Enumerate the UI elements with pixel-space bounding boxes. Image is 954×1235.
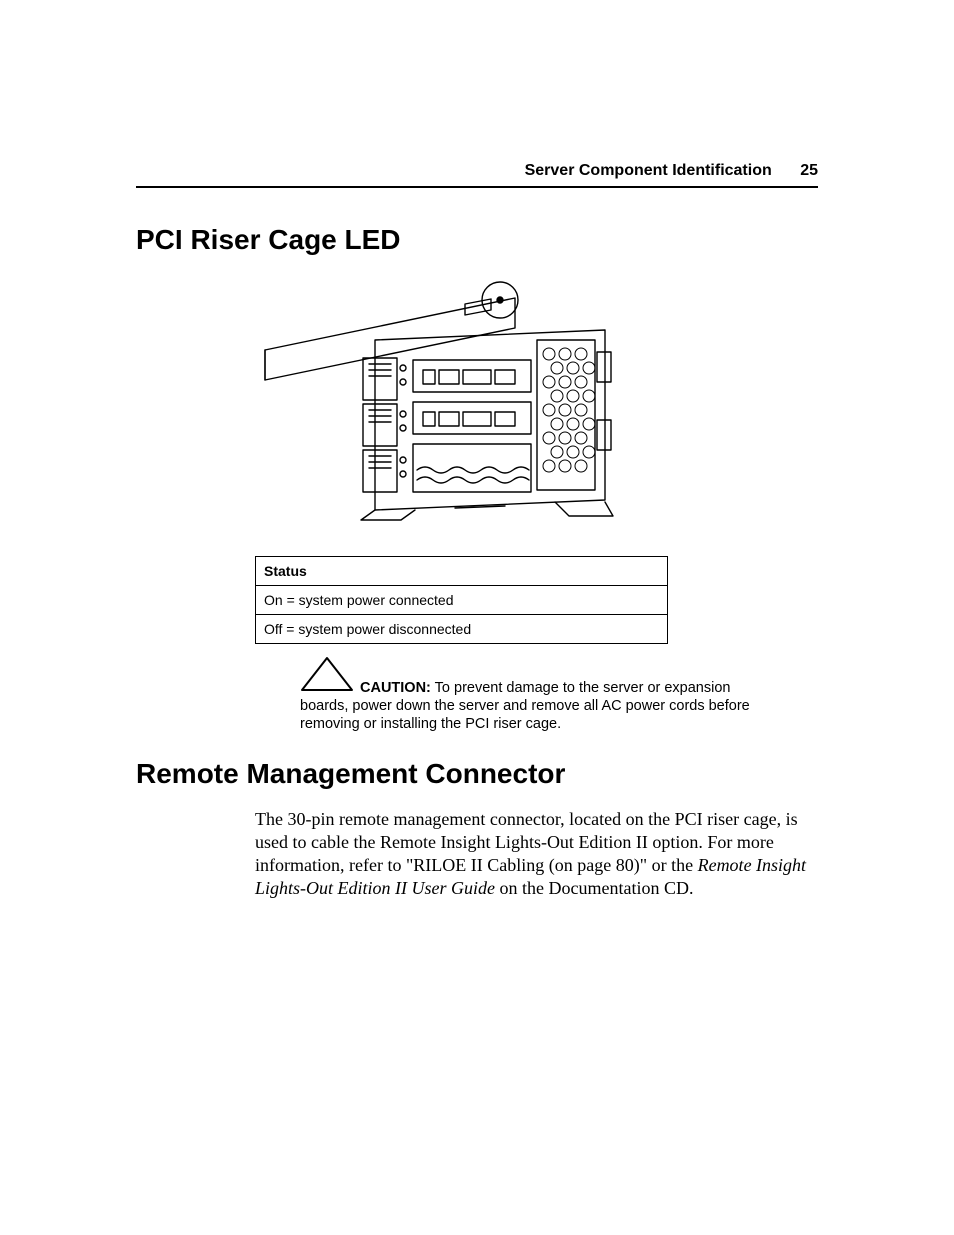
caution-triangle-icon [300, 656, 354, 697]
header-page-number: 25 [800, 162, 818, 179]
table-row: Off = system power disconnected [256, 615, 668, 644]
heading-pci-riser-cage-led: PCI Riser Cage LED [136, 224, 401, 256]
riser-cage-drawing [255, 270, 668, 540]
status-col-header: Status [256, 557, 668, 586]
status-on-cell: On = system power connected [256, 586, 668, 615]
para-post: on the Documentation CD. [495, 878, 693, 898]
table-header-row: Status [256, 557, 668, 586]
table-row: On = system power connected [256, 586, 668, 615]
header-section-title: Server Component Identification [525, 162, 772, 179]
heading-remote-management-connector: Remote Management Connector [136, 758, 565, 790]
caution-block: CAUTION: To prevent damage to the server… [300, 656, 750, 733]
remote-mgmt-paragraph: The 30-pin remote management connector, … [255, 808, 820, 900]
status-table: Status On = system power connected Off =… [255, 556, 668, 644]
page-header: Server Component Identification 25 [136, 162, 818, 188]
status-off-cell: Off = system power disconnected [256, 615, 668, 644]
page: Server Component Identification 25 PCI R… [0, 0, 954, 1235]
caution-label: CAUTION: [360, 680, 431, 696]
figure-pci-riser-cage [255, 270, 668, 540]
